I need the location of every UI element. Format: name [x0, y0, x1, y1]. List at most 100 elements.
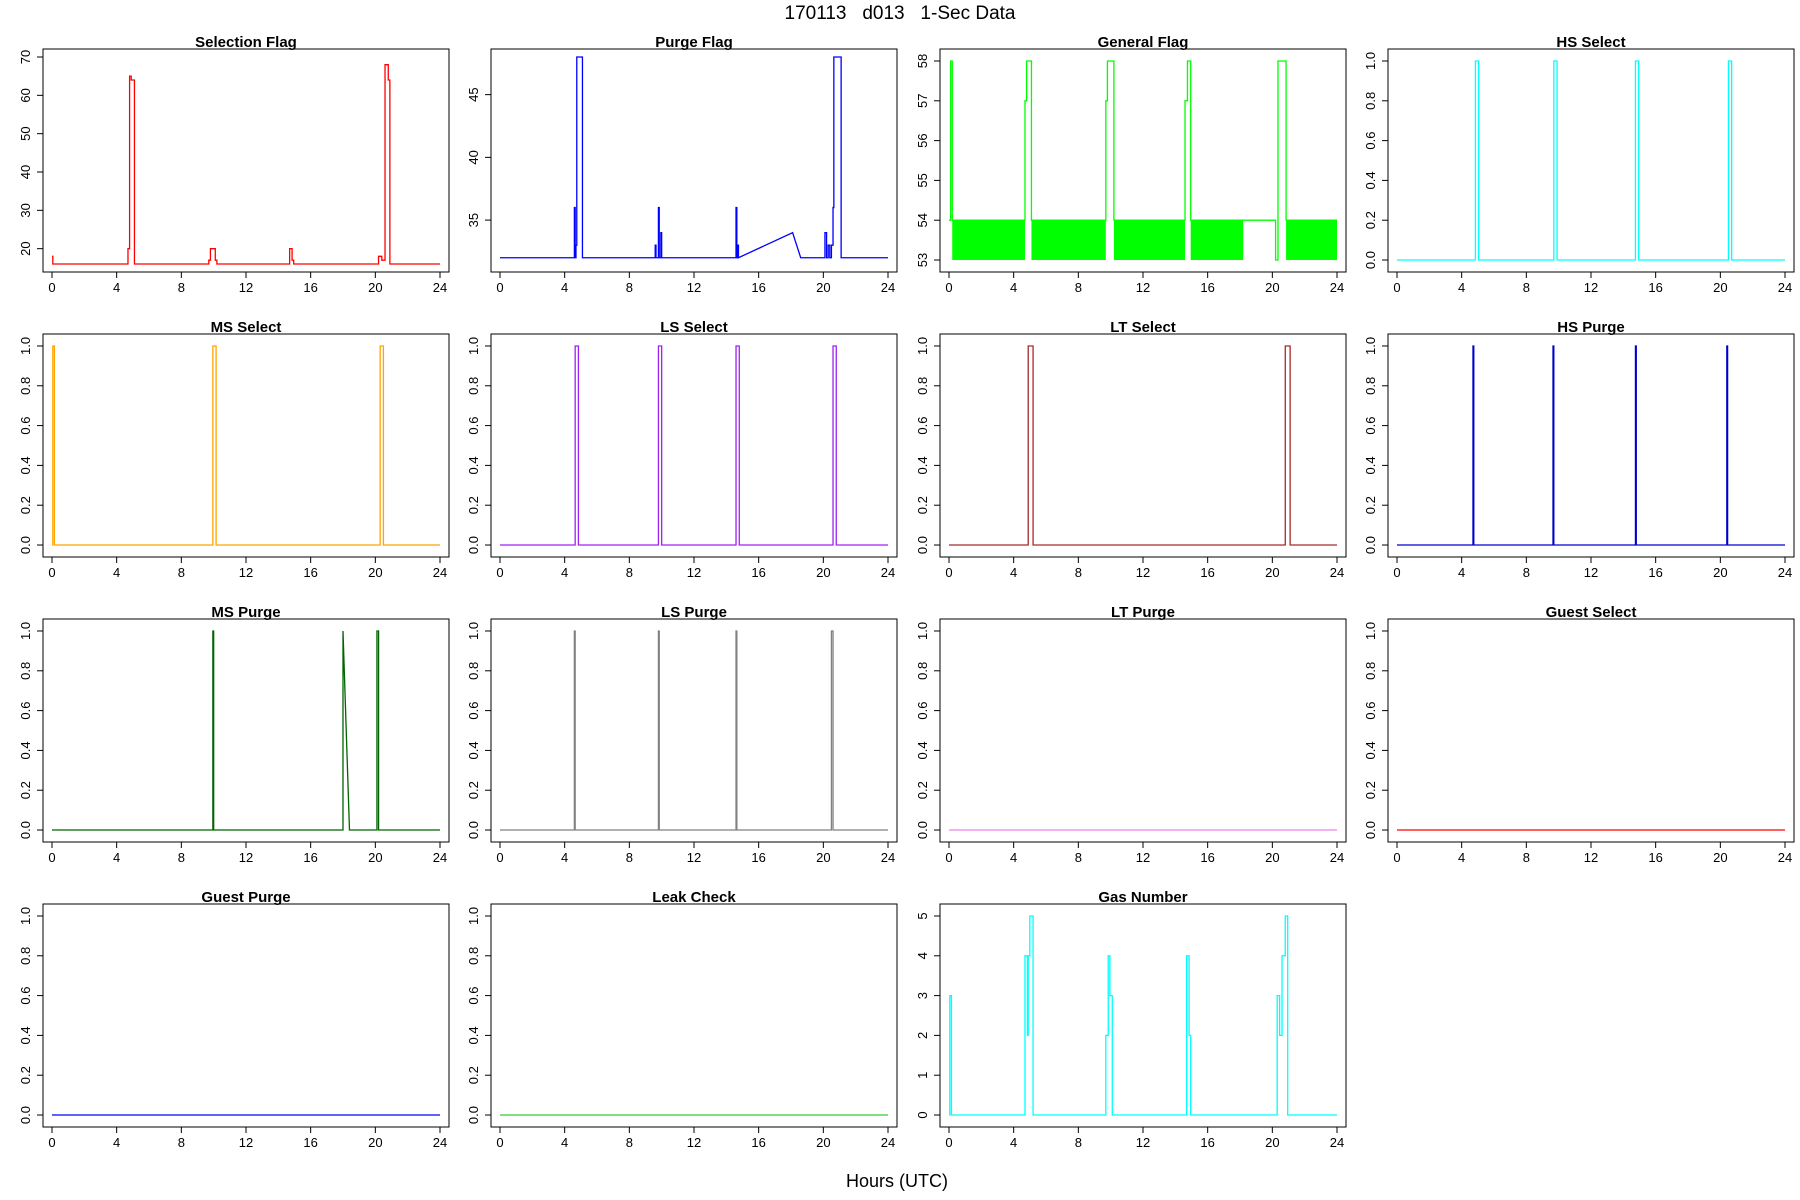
- y-tick-label: 0.6: [18, 987, 33, 1005]
- x-tick-label: 12: [239, 850, 253, 865]
- x-tick-label: 4: [113, 1135, 120, 1150]
- x-tick-label: 20: [1713, 850, 1727, 865]
- x-tick-label: 4: [1458, 850, 1465, 865]
- panel-title: LT Purge: [1111, 604, 1175, 621]
- y-tick-label: 54: [915, 213, 930, 227]
- y-tick-label: 0.4: [915, 456, 930, 474]
- y-tick-label: 1.0: [915, 622, 930, 640]
- panel-frame: [42, 618, 450, 843]
- panel-title: HS Select: [1556, 34, 1625, 51]
- y-tick-label: 70: [18, 50, 33, 64]
- y-tick-label: 1: [915, 1072, 930, 1079]
- x-tick-label: 12: [1584, 280, 1598, 295]
- y-tick-label: 30: [18, 203, 33, 217]
- panel-title: Gas Number: [1098, 889, 1187, 906]
- x-tick-label: 16: [1648, 850, 1662, 865]
- panel-10: LT Purge 0 4 8 12 16 20 24 0.0 0.2 0.4 0.6 0.8 1.0: [915, 604, 1347, 865]
- y-tick-label: 0.4: [18, 1026, 33, 1044]
- x-tick-label: 12: [239, 1135, 253, 1150]
- x-tick-label: 12: [1136, 850, 1150, 865]
- series-band: [1031, 220, 1106, 261]
- x-tick-label: 16: [303, 565, 317, 580]
- x-tick-label: 24: [1330, 565, 1344, 580]
- x-tick-label: 16: [1648, 565, 1662, 580]
- x-tick-label: 24: [881, 1135, 895, 1150]
- x-tick-label: 24: [1330, 850, 1344, 865]
- x-tick-label: 4: [561, 280, 568, 295]
- x-tick-label: 0: [945, 1135, 952, 1150]
- series-line: [52, 64, 440, 265]
- y-tick-label: 58: [915, 54, 930, 68]
- panel-1: Purge Flag 0 4 8 12 16 20 24 35 40 45: [466, 34, 898, 295]
- x-tick-label: 24: [1330, 1135, 1344, 1150]
- panel-6: LT Select 0 4 8 12 16 20 24 0.0 0.2 0.4 0.6 0.8 1.0: [915, 319, 1347, 580]
- x-tick-label: 0: [945, 565, 952, 580]
- x-tick-label: 0: [945, 850, 952, 865]
- panel-frame: [42, 333, 450, 558]
- x-tick-label: 0: [48, 1135, 55, 1150]
- x-tick-label: 0: [1393, 850, 1400, 865]
- x-tick-label: 8: [626, 565, 633, 580]
- y-tick-label: 50: [18, 126, 33, 140]
- x-tick-label: 16: [751, 850, 765, 865]
- y-tick-label: 0.8: [18, 662, 33, 680]
- x-tick-label: 12: [687, 565, 701, 580]
- x-tick-label: 8: [178, 1135, 185, 1150]
- series-line: [949, 345, 1337, 546]
- series-line: [52, 630, 440, 831]
- y-tick-label: 1.0: [1363, 52, 1378, 70]
- x-tick-label: 4: [561, 565, 568, 580]
- panel-title: Leak Check: [652, 889, 736, 906]
- series-line: [1397, 60, 1785, 261]
- x-tick-label: 8: [1075, 1135, 1082, 1150]
- y-tick-label: 0.6: [466, 417, 481, 435]
- y-tick-label: 0.6: [1363, 417, 1378, 435]
- y-tick-label: 0.8: [1363, 92, 1378, 110]
- x-tick-label: 4: [1010, 565, 1017, 580]
- x-tick-label: 24: [433, 565, 447, 580]
- panel-frame: [490, 48, 898, 273]
- panel-title: LS Select: [660, 319, 728, 336]
- y-tick-label: 0.2: [18, 496, 33, 514]
- x-tick-label: 12: [1584, 565, 1598, 580]
- y-tick-label: 1.0: [18, 337, 33, 355]
- y-tick-label: 0.8: [466, 377, 481, 395]
- panel-frame: [939, 618, 1347, 843]
- y-tick-label: 0.6: [1363, 702, 1378, 720]
- panel-title: LS Purge: [661, 604, 727, 621]
- panel-title: General Flag: [1098, 34, 1189, 51]
- x-tick-label: 20: [816, 850, 830, 865]
- y-tick-label: 35: [466, 213, 481, 227]
- x-tick-label: 4: [1010, 850, 1017, 865]
- y-tick-label: 53: [915, 253, 930, 267]
- y-tick-label: 0.4: [915, 741, 930, 759]
- x-tick-label: 4: [1010, 1135, 1017, 1150]
- y-tick-label: 45: [466, 87, 481, 101]
- y-tick-label: 3: [915, 992, 930, 999]
- y-tick-label: 0.8: [18, 377, 33, 395]
- y-tick-label: 0.6: [18, 417, 33, 435]
- panel-9: LS Purge 0 4 8 12 16 20 24 0.0 0.2 0.4 0.6 0.8 1.0: [466, 604, 898, 865]
- x-tick-label: 4: [561, 850, 568, 865]
- series-band: [1190, 220, 1244, 261]
- y-tick-label: 1.0: [466, 337, 481, 355]
- y-tick-label: 1.0: [466, 907, 481, 925]
- x-tick-label: 24: [1778, 850, 1792, 865]
- x-tick-label: 12: [1136, 280, 1150, 295]
- panel-title: Guest Purge: [201, 889, 290, 906]
- x-tick-label: 8: [178, 280, 185, 295]
- y-tick-label: 0.0: [466, 821, 481, 839]
- series-band: [1286, 220, 1337, 261]
- panel-0: Selection Flag 0 4 8 12 16 20 24 20 30 40 50 60 70: [18, 34, 450, 295]
- series-line: [1397, 345, 1785, 546]
- y-tick-label: 0.4: [1363, 741, 1378, 759]
- y-tick-label: 0.6: [466, 702, 481, 720]
- x-tick-label: 20: [368, 280, 382, 295]
- x-tick-label: 0: [945, 280, 952, 295]
- x-tick-label: 12: [1584, 850, 1598, 865]
- y-tick-label: 0.4: [1363, 456, 1378, 474]
- panel-title: MS Select: [211, 319, 282, 336]
- y-tick-label: 0.4: [466, 741, 481, 759]
- x-tick-label: 12: [687, 850, 701, 865]
